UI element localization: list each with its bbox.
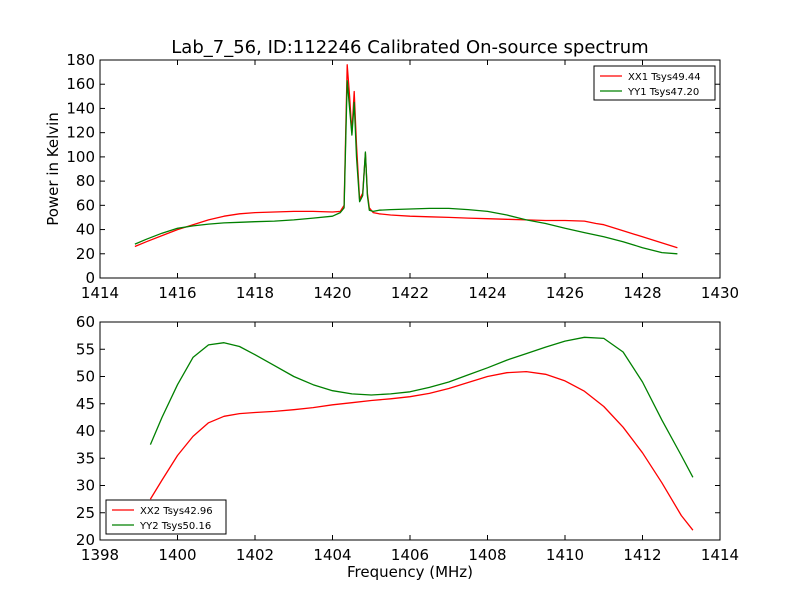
x-tick-label: 1414 — [81, 284, 119, 302]
y-tick-label: 160 — [66, 75, 95, 93]
y-tick-label: 60 — [76, 196, 95, 214]
x-tick-label: 1398 — [81, 546, 119, 564]
x-tick-label: 1418 — [236, 284, 274, 302]
legend-box — [593, 65, 716, 101]
legend: XX2 Tsys42.96 YY2 Tsys50.16 — [105, 499, 227, 535]
y-tick-label: 20 — [76, 531, 95, 549]
y-tick-label: 60 — [76, 313, 95, 331]
x-tick-label: 1414 — [701, 546, 739, 564]
chart-title: Lab_7_56, ID:112246 Calibrated On-source… — [171, 37, 648, 58]
x-tick-label: 1424 — [468, 284, 506, 302]
legend-label: XX2 Tsys42.96 — [140, 506, 213, 517]
y-tick-label: 100 — [66, 148, 95, 166]
legend-label: YY2 Tsys50.16 — [139, 521, 211, 532]
y-tick-label: 40 — [76, 221, 95, 239]
y-tick-label: 35 — [76, 449, 95, 467]
x-tick-label: 1406 — [391, 546, 429, 564]
top-chart-panel: 1414 1416 1418 1420 1422 1424 1426 1428 1430 0 20 4… — [66, 51, 739, 302]
y-tick-label: 20 — [76, 245, 95, 263]
x-tick-label: 1420 — [313, 284, 351, 302]
y-tick-label: 30 — [76, 477, 95, 495]
y-tick-label: 55 — [76, 340, 95, 358]
x-tick-label: 1402 — [236, 546, 274, 564]
x-tick-label: 1404 — [313, 546, 351, 564]
x-tick-label: 1430 — [701, 284, 739, 302]
series-line-1-2 — [134, 79, 678, 255]
x-tick-label: 1416 — [158, 284, 196, 302]
x-tick-label: 1400 — [158, 546, 196, 564]
x-tick-label: 1422 — [391, 284, 429, 302]
series-line-2-1 — [149, 370, 694, 531]
y-tick-label: 80 — [76, 172, 95, 190]
legend-box — [105, 499, 227, 535]
legend-label: YY1 Tsys47.20 — [627, 87, 699, 98]
y-tick-label: 120 — [66, 124, 95, 142]
y-tick-label: 180 — [66, 51, 95, 69]
y-tick-label: 140 — [66, 99, 95, 117]
y-tick-label: 50 — [76, 368, 95, 386]
legend-label: XX1 Tsys49.44 — [628, 72, 701, 83]
y-axis-label-top: Power in Kelvin — [44, 112, 62, 226]
x-tick-label: 1408 — [468, 546, 506, 564]
y-tick-label: 25 — [76, 504, 95, 522]
bottom-chart-panel: 1398 1400 1402 1404 1406 1408 1410 1412 1414 20 25… — [76, 313, 739, 564]
series-line-2-2 — [149, 336, 694, 478]
x-tick-label: 1426 — [546, 284, 584, 302]
legend: XX1 Tsys49.44 YY1 Tsys47.20 — [593, 65, 716, 101]
x-axis-label-bottom: Frequency (MHz) — [347, 563, 473, 581]
x-tick-label: 1428 — [623, 284, 661, 302]
x-tick-label: 1410 — [546, 546, 584, 564]
y-tick-label: 40 — [76, 422, 95, 440]
x-tick-label: 1412 — [623, 546, 661, 564]
y-tick-label: 0 — [85, 269, 95, 287]
y-tick-label: 45 — [76, 395, 95, 413]
